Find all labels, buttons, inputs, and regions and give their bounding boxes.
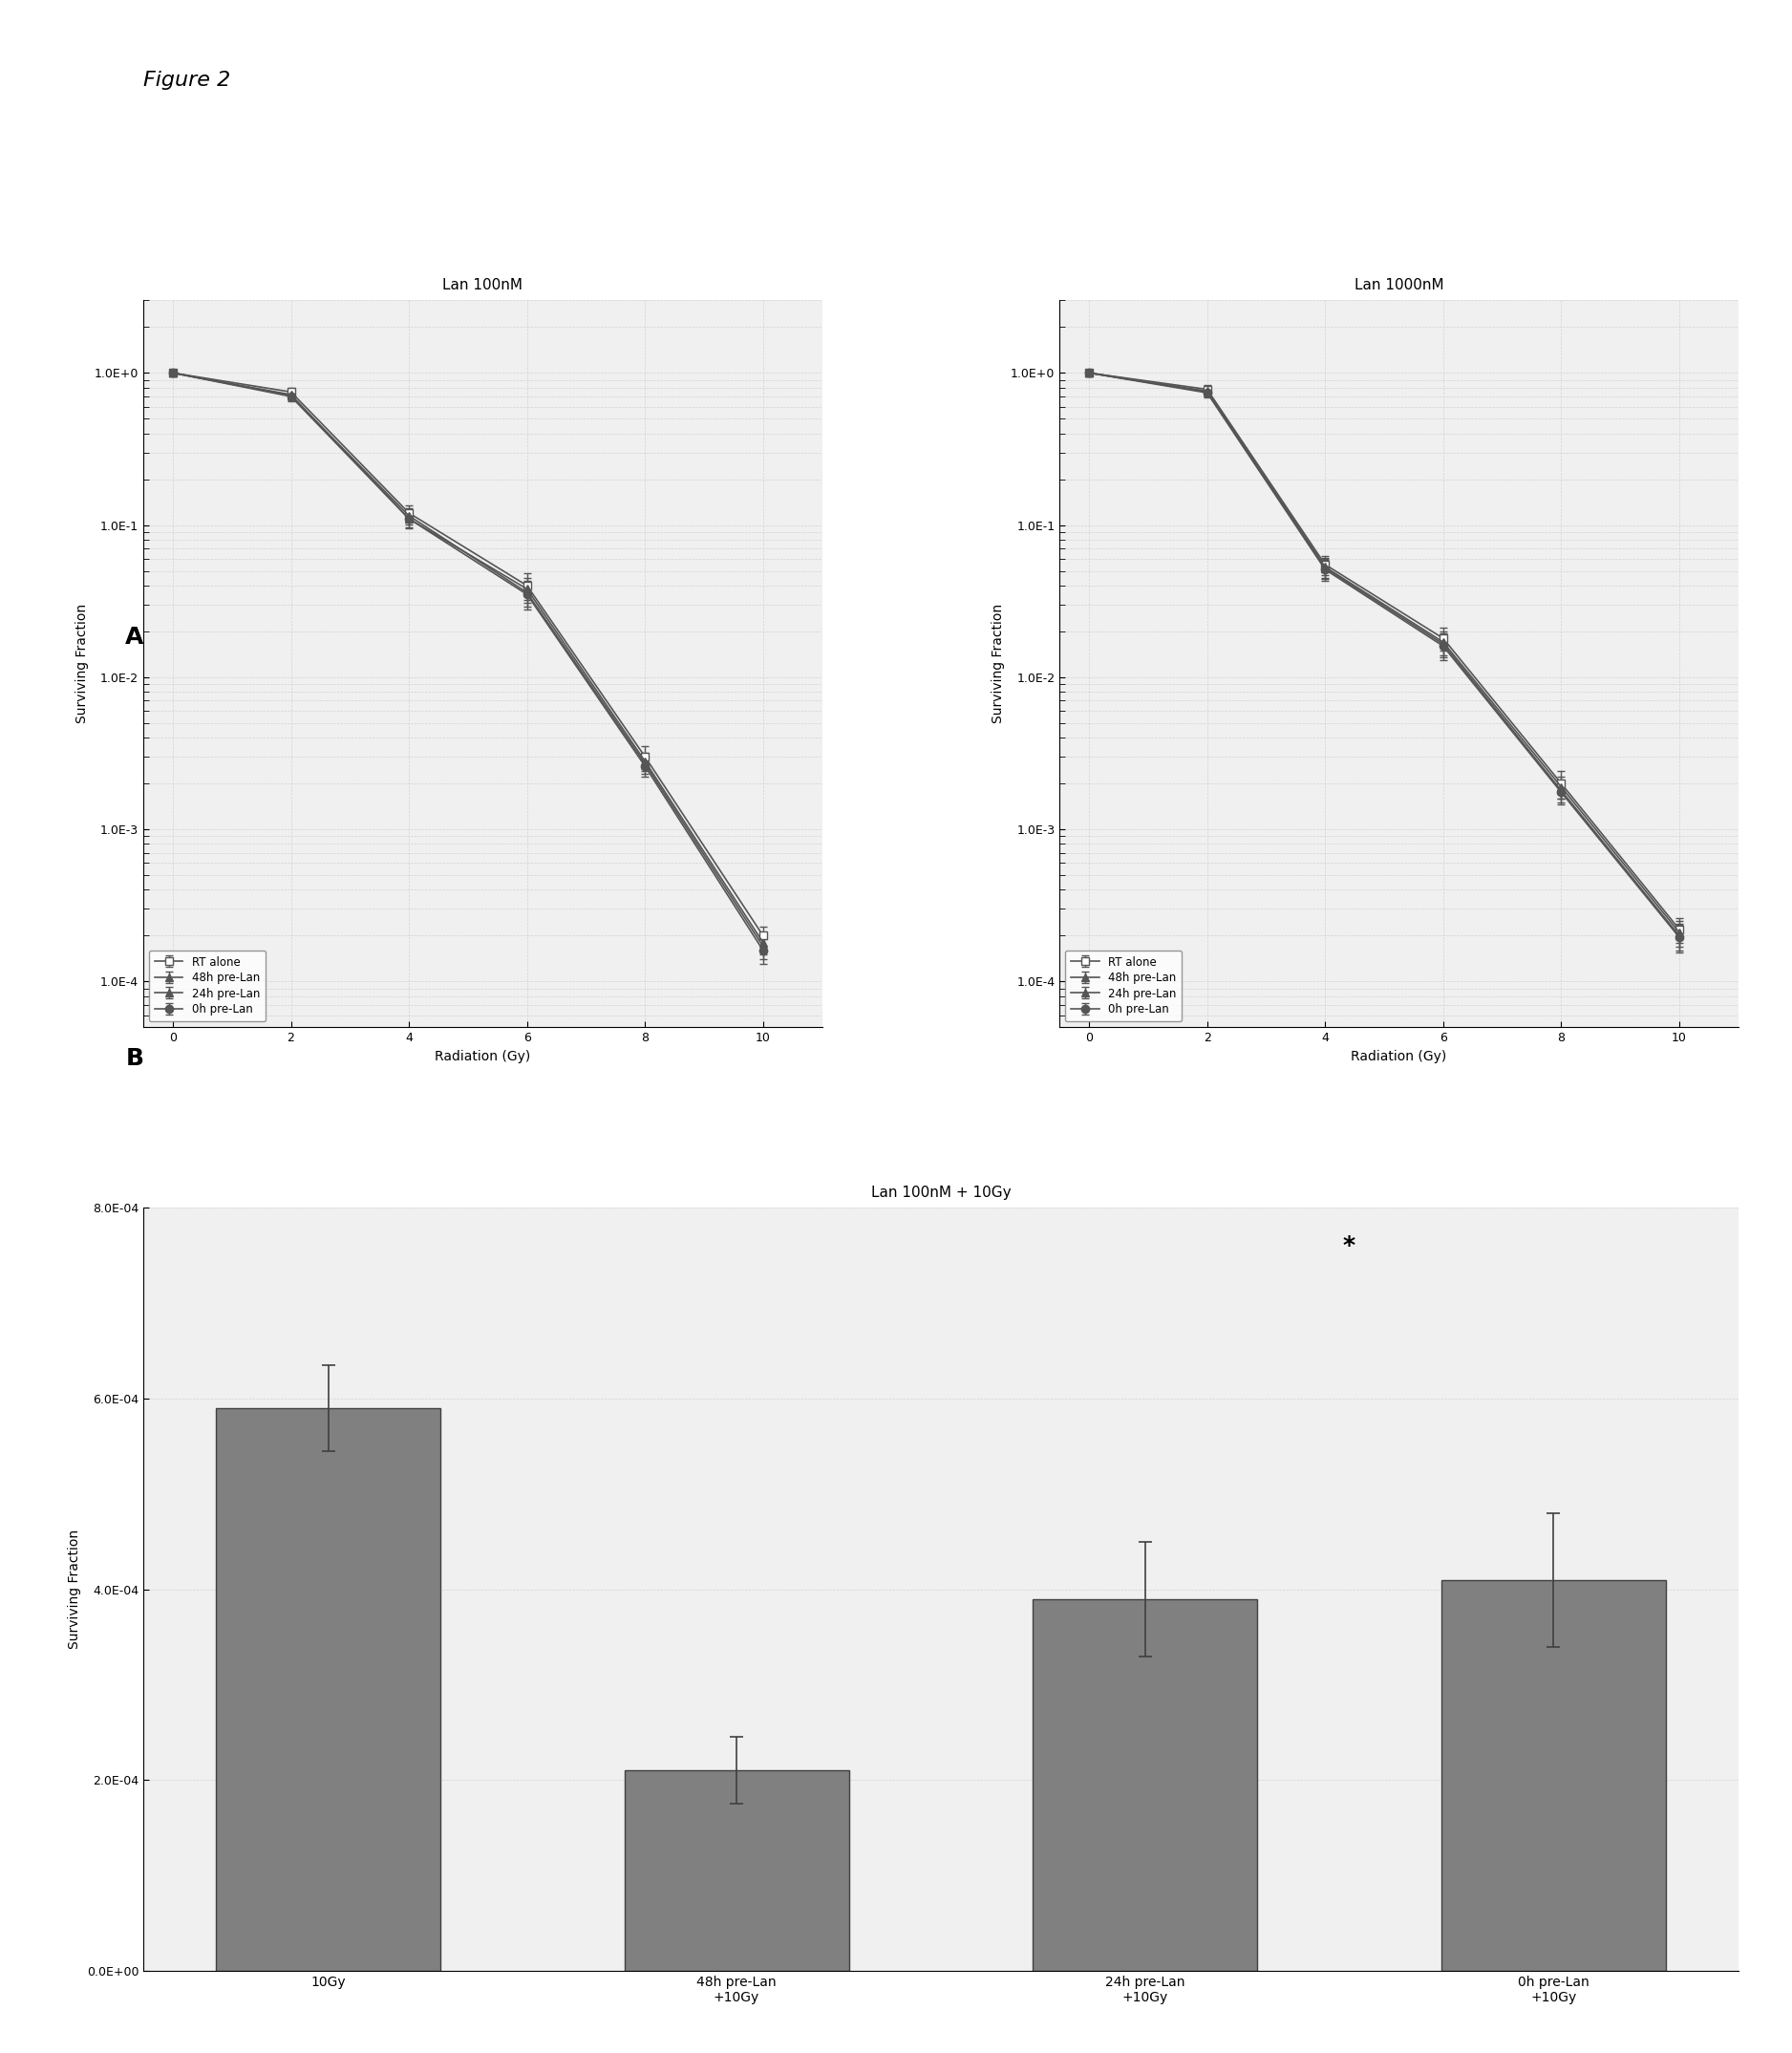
Bar	[1032, 1599, 1258, 1971]
Bar	[215, 1408, 441, 1971]
Legend: RT alone, 48h pre-Lan, 24h pre-Lan, 0h pre-Lan: RT alone, 48h pre-Lan, 24h pre-Lan, 0h p…	[1064, 951, 1183, 1022]
Bar	[1441, 1579, 1667, 1971]
Y-axis label: Surviving Fraction: Surviving Fraction	[993, 604, 1005, 723]
Title: Lan 100nM + 10Gy: Lan 100nM + 10Gy	[871, 1187, 1011, 1201]
Text: B: B	[125, 1047, 143, 1070]
Y-axis label: Surviving Fraction: Surviving Fraction	[75, 604, 90, 723]
X-axis label: Radiation (Gy): Radiation (Gy)	[1351, 1049, 1446, 1063]
Text: *: *	[1342, 1234, 1355, 1256]
Text: Figure 2: Figure 2	[143, 70, 231, 90]
Legend: RT alone, 48h pre-Lan, 24h pre-Lan, 0h pre-Lan: RT alone, 48h pre-Lan, 24h pre-Lan, 0h p…	[149, 951, 265, 1022]
X-axis label: Radiation (Gy): Radiation (Gy)	[435, 1049, 530, 1063]
Y-axis label: Surviving Fraction: Surviving Fraction	[68, 1529, 81, 1649]
Title: Lan 1000nM: Lan 1000nM	[1355, 279, 1444, 294]
Text: A: A	[125, 626, 143, 649]
Title: Lan 100nM: Lan 100nM	[443, 279, 523, 294]
Bar	[624, 1770, 849, 1971]
